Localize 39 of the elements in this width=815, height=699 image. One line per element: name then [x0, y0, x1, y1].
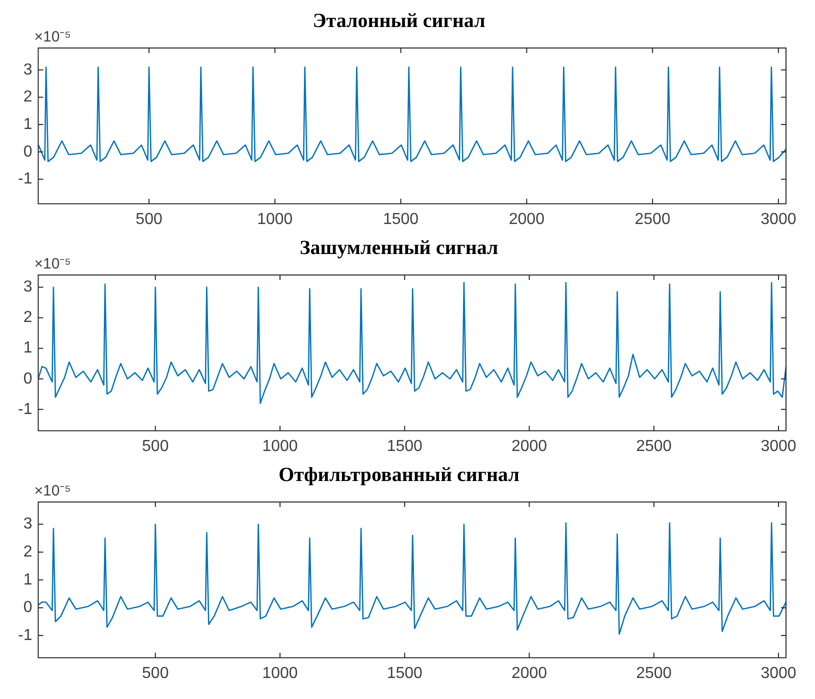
text: ×10⁻⁵	[34, 256, 71, 273]
x-tick-label: 2500	[636, 664, 672, 682]
y-tick-label: 1	[23, 571, 32, 588]
y-tick-label: 0	[23, 370, 32, 388]
y-tick-label: 2	[23, 309, 32, 326]
x-tick-label: 3000	[760, 438, 796, 455]
y-tick-label: 3	[23, 278, 32, 296]
text: ×10⁻⁵	[34, 482, 71, 500]
chart-title: Зашумленный сигнал	[300, 237, 498, 260]
y-tick-label: 3	[23, 516, 32, 533]
y-tick-label: 3	[23, 61, 32, 78]
y-tick-label: -1	[18, 400, 32, 418]
y-tick-label: -1	[18, 626, 32, 644]
x-tick-label: 1000	[262, 438, 298, 455]
x-tick-label: 1500	[386, 438, 423, 455]
y-tick-label: 0	[23, 599, 32, 616]
x-tick-label: 2500	[634, 210, 670, 228]
x-tick-label: 2000	[511, 664, 548, 682]
x-tick-label: 500	[142, 438, 169, 455]
x-tick-label: 500	[136, 210, 162, 228]
x-tick-label: 1000	[257, 210, 293, 228]
text: ×10⁻⁵	[34, 28, 71, 46]
x-tick-label: 3000	[760, 210, 796, 228]
y-tick-label: 1	[23, 116, 32, 133]
x-tick-label: 1000	[262, 664, 298, 682]
x-tick-label: 2500	[636, 438, 672, 455]
x-tick-label: 2000	[511, 438, 548, 455]
x-tick-label: 500	[142, 664, 169, 682]
y-tick-label: 0	[23, 143, 32, 160]
y-tick-label: 2	[23, 88, 32, 106]
x-tick-label: 1500	[382, 210, 419, 228]
x-tick-label: 1500	[386, 664, 423, 682]
y-tick-label: 1	[23, 340, 32, 357]
chart-title: Отфильтрованный сигнал	[278, 464, 520, 486]
y-tick-label: 2	[23, 543, 32, 560]
x-tick-label: 2000	[508, 210, 545, 228]
x-tick-label: 3000	[760, 664, 796, 682]
chart-title: Эталонный сигнал	[312, 10, 486, 32]
y-tick-label: -1	[18, 170, 32, 188]
